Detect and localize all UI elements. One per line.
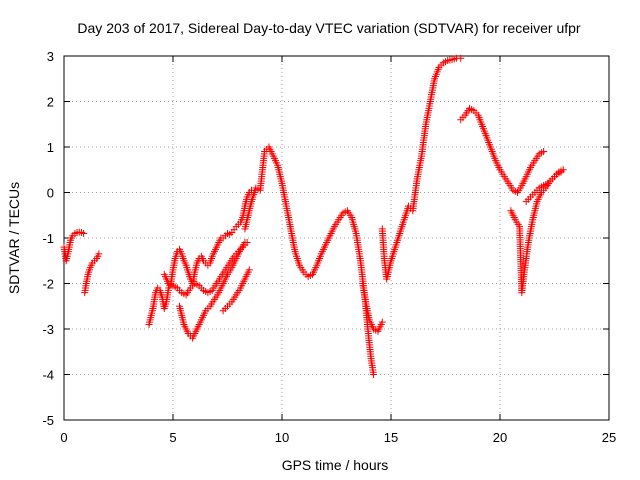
y-tick-label: 2 xyxy=(47,95,54,110)
data-point xyxy=(457,54,465,62)
series-s12 xyxy=(522,168,565,206)
chart-title: Day 203 of 2017, Sidereal Day-to-day VTE… xyxy=(77,20,581,36)
data-point xyxy=(540,148,548,156)
data-point xyxy=(378,318,386,326)
y-axis-label: SDTVAR / TECUs xyxy=(6,182,22,294)
data-point xyxy=(95,250,103,258)
y-tick-label: -2 xyxy=(42,277,54,292)
y-tick-label: -1 xyxy=(42,231,54,246)
series-s1 xyxy=(60,228,88,265)
y-tick-label: -5 xyxy=(42,413,54,428)
x-tick-label: 15 xyxy=(384,430,398,445)
series-s5 xyxy=(176,239,249,342)
plot-frame xyxy=(63,55,610,421)
x-tick-label: 5 xyxy=(169,430,176,445)
series-s3 xyxy=(145,186,255,328)
series-s8 xyxy=(359,280,378,378)
x-tick-label: 20 xyxy=(493,430,507,445)
y-tick-label: 1 xyxy=(47,140,54,155)
y-tick-label: -3 xyxy=(42,322,54,337)
data-point xyxy=(557,168,565,176)
data-point xyxy=(245,266,253,274)
y-tick-label: 0 xyxy=(47,186,54,201)
y-tick-label: -4 xyxy=(42,368,54,383)
x-tick-label: 10 xyxy=(275,430,289,445)
series-s10 xyxy=(457,104,548,196)
data-point xyxy=(370,371,378,378)
x-axis-label: GPS time / hours xyxy=(282,457,389,473)
data-point xyxy=(80,229,88,237)
x-tick-label: 25 xyxy=(602,430,616,445)
x-tick-label: 0 xyxy=(60,430,67,445)
series-s6 xyxy=(219,266,253,315)
series-s9 xyxy=(378,54,465,283)
series-s2 xyxy=(81,250,103,297)
data-point xyxy=(241,239,249,247)
y-tick-label: 3 xyxy=(47,49,54,64)
series-s11 xyxy=(507,166,567,297)
